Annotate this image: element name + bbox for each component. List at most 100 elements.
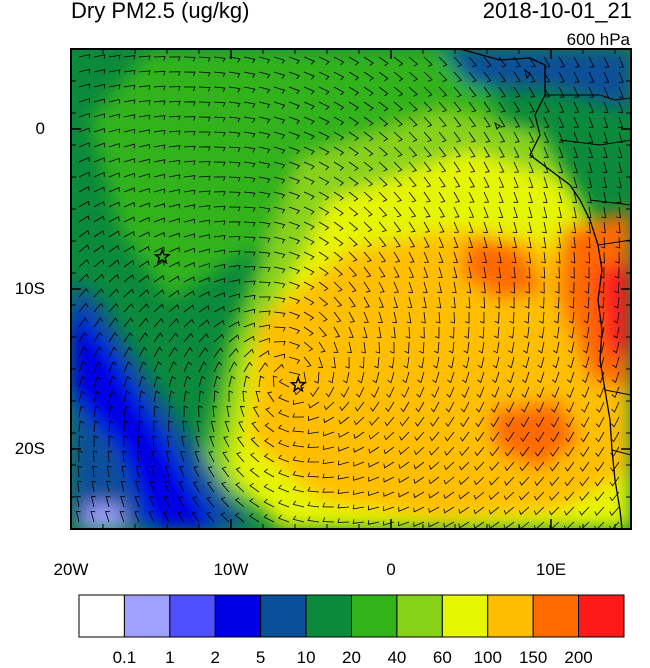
- wind-barb: [618, 86, 624, 98]
- wind-barb: [587, 191, 592, 204]
- wind-barb: [138, 143, 151, 149]
- wind-barb: [90, 510, 96, 523]
- wind-barb: [378, 266, 386, 278]
- wind-barb: [153, 129, 166, 135]
- colorbar-swatch: [351, 594, 398, 638]
- wind-barb: [93, 142, 105, 148]
- wind-barb: [398, 506, 410, 512]
- wind-barb: [434, 326, 440, 339]
- wind-barb: [348, 161, 359, 172]
- wind-barb: [136, 465, 141, 478]
- wind-barb: [579, 476, 590, 487]
- wind-barb: [534, 491, 545, 501]
- wind-barb: [564, 506, 575, 516]
- wind-barb: [422, 281, 428, 294]
- wind-barb: [525, 281, 530, 294]
- wind-barb: [408, 146, 418, 158]
- wind-barb: [258, 296, 271, 302]
- wind-barb: [348, 326, 354, 338]
- wind-barb: [399, 431, 410, 441]
- wind-barb: [78, 450, 83, 463]
- wind-barb: [565, 446, 575, 457]
- wind-barb: [363, 71, 374, 81]
- wind-barb: [243, 71, 256, 79]
- wind-barb: [498, 146, 505, 158]
- star-marker: [289, 375, 307, 393]
- wind-barb: [123, 114, 136, 119]
- wind-barb: [153, 390, 160, 403]
- wind-barb: [288, 251, 301, 260]
- wind-barb: [325, 386, 335, 398]
- wind-barb: [508, 341, 515, 354]
- wind-barb: [273, 56, 286, 64]
- colorbar-swatch: [260, 594, 307, 638]
- wind-barb: [498, 176, 505, 188]
- wind-barb: [273, 281, 286, 288]
- wind-barb: [121, 465, 127, 478]
- wind-barb: [483, 176, 490, 188]
- wind-barb: [567, 341, 575, 354]
- wind-barb: [468, 221, 474, 233]
- wind-barb: [582, 356, 590, 369]
- wind-barb: [340, 386, 350, 398]
- wind-barb: [543, 146, 549, 158]
- wind-barb: [108, 346, 118, 358]
- wind-barb: [105, 495, 111, 508]
- wind-barb: [258, 191, 271, 198]
- wind-barb: [603, 101, 609, 113]
- wind-barb: [228, 334, 240, 343]
- wind-barb: [618, 56, 625, 68]
- wind-barb: [273, 311, 286, 318]
- wind-barb: [594, 491, 605, 502]
- wind-barb: [549, 476, 560, 487]
- wind-barb: [318, 56, 330, 65]
- wind-barb: [573, 71, 580, 83]
- wind-barb: [406, 311, 412, 324]
- wind-barb: [263, 498, 275, 508]
- colorbar-label: 60: [432, 648, 452, 667]
- wind-barb: [462, 356, 470, 369]
- wind-barb: [511, 266, 516, 279]
- wind-barb: [333, 311, 342, 323]
- wind-barb: [93, 244, 105, 253]
- wind-barb: [468, 236, 474, 248]
- wind-barb: [408, 131, 418, 142]
- wind-barb: [318, 266, 329, 277]
- wind-barb: [378, 281, 385, 293]
- wind-barb: [378, 86, 389, 97]
- wind-barb: [616, 191, 622, 204]
- wind-barb: [165, 450, 171, 463]
- wind-barb: [198, 205, 211, 210]
- wind-barb: [318, 146, 330, 156]
- wind-barb: [333, 146, 345, 156]
- wind-barb: [378, 146, 388, 157]
- wind-barb: [153, 361, 162, 373]
- wind-barb: [310, 386, 320, 397]
- wind-barb: [408, 191, 417, 203]
- wind-barb: [363, 86, 374, 97]
- wind-barb: [263, 513, 275, 523]
- wind-barb: [333, 56, 345, 66]
- wind-barb: [265, 407, 275, 418]
- wind-barb: [509, 311, 515, 324]
- wind-barb: [123, 361, 132, 373]
- wind-barb: [513, 101, 521, 113]
- wind-barb: [93, 375, 101, 388]
- wind-barb: [303, 266, 315, 276]
- wind-barb: [138, 289, 150, 298]
- wind-barb: [483, 101, 491, 113]
- wind-barb: [123, 216, 135, 223]
- wind-barb: [610, 416, 620, 428]
- wind-barb: [288, 71, 300, 80]
- wind-barb: [153, 85, 166, 91]
- wind-barb: [438, 116, 447, 128]
- wind-barb: [243, 191, 256, 198]
- wind-barb: [78, 244, 90, 253]
- wind-barb: [108, 172, 120, 178]
- wind-barb: [572, 176, 578, 189]
- wind-barb: [450, 311, 455, 324]
- wind-barb: [429, 431, 440, 442]
- wind-barb: [333, 206, 344, 217]
- wind-barb: [278, 484, 290, 493]
